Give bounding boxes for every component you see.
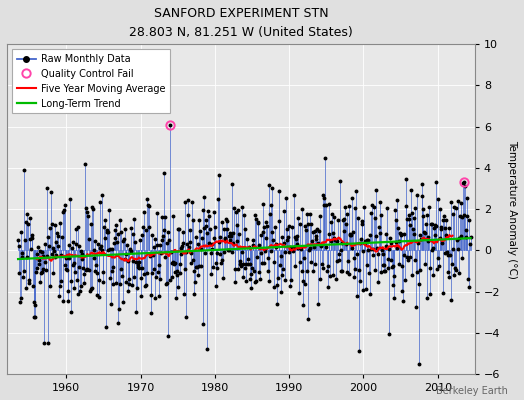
Y-axis label: Temperature Anomaly (°C): Temperature Anomaly (°C) <box>507 140 517 278</box>
Title: SANFORD EXPERIMENT STN
28.803 N, 81.251 W (United States): SANFORD EXPERIMENT STN 28.803 N, 81.251 … <box>129 7 353 39</box>
Legend: Raw Monthly Data, Quality Control Fail, Five Year Moving Average, Long-Term Tren: Raw Monthly Data, Quality Control Fail, … <box>12 49 170 114</box>
Text: Berkeley Earth: Berkeley Earth <box>436 386 508 396</box>
